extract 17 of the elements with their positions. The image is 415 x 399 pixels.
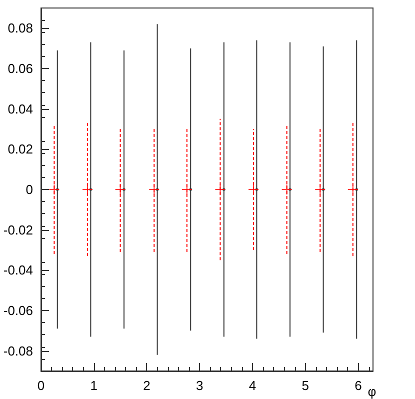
y-tick-label: 0.06 xyxy=(8,61,33,76)
x-tick-label: 4 xyxy=(248,378,256,393)
x-axis-title: φ xyxy=(368,384,376,399)
x-tick-label: 5 xyxy=(302,378,309,393)
y-tick-label: -0.08 xyxy=(3,343,33,358)
x-tick-label: 3 xyxy=(196,378,204,393)
y-tick-label: 0 xyxy=(26,182,33,197)
y-tick-label: 0.08 xyxy=(8,20,33,36)
y-tick-label: -0.06 xyxy=(3,303,33,318)
y-tick-label: 0.04 xyxy=(8,101,33,116)
y-tick-label: -0.04 xyxy=(3,262,33,278)
x-tick-label: 1 xyxy=(90,378,98,393)
y-tick-label: -0.02 xyxy=(3,222,33,238)
x-tick-label: 0 xyxy=(37,378,45,393)
x-tick-label: 6 xyxy=(354,378,362,393)
x-tick-label: 2 xyxy=(143,378,150,393)
y-tick-label: 0.02 xyxy=(8,142,33,157)
